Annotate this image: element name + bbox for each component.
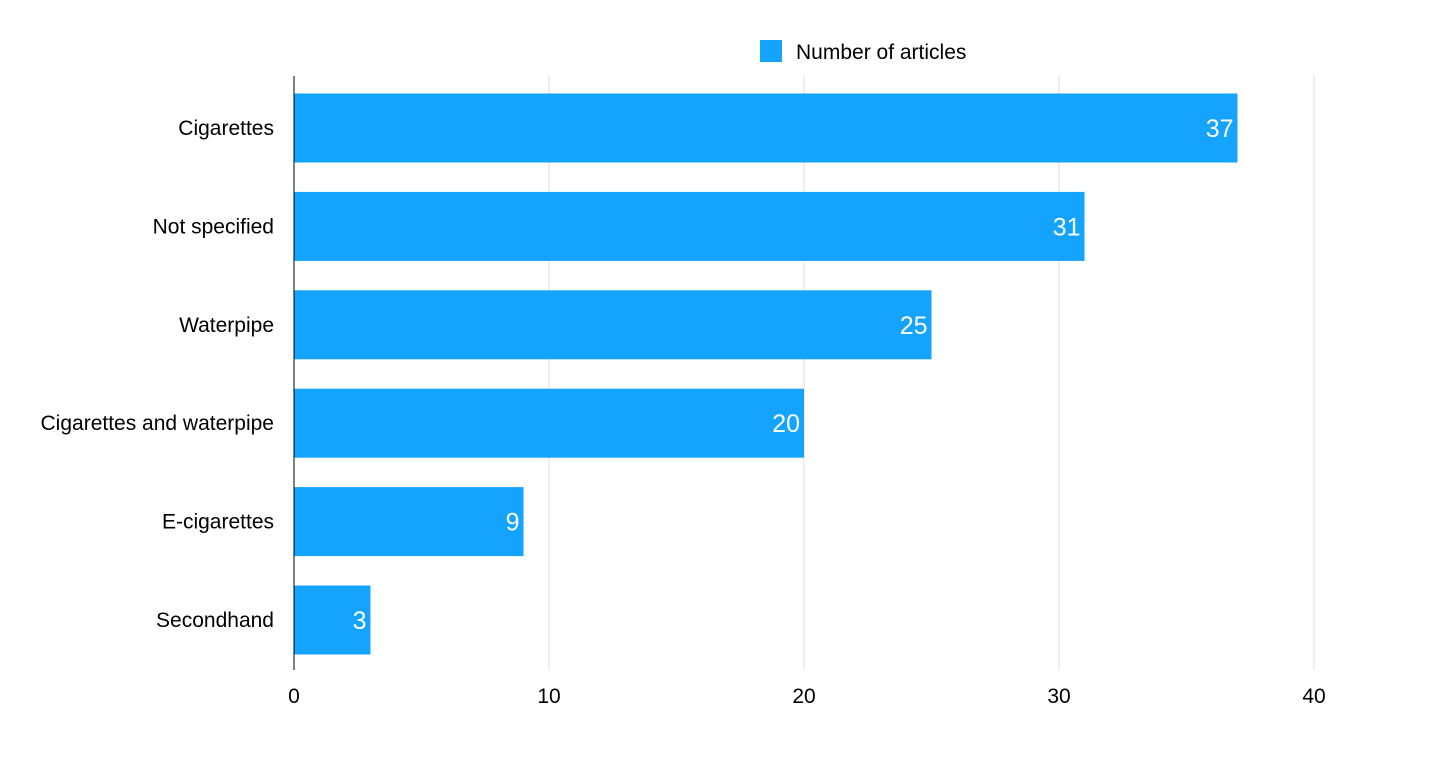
bar-value-label: 9 bbox=[506, 509, 520, 537]
x-tick-label: 40 bbox=[1302, 685, 1325, 708]
legend-label: Number of articles bbox=[796, 41, 966, 64]
bar bbox=[294, 487, 524, 557]
bar-value-labels: 37 31 25 20 9 3 bbox=[353, 115, 1234, 635]
bar bbox=[294, 191, 1085, 261]
category-labels: Cigarettes Not specified Waterpipe Cigarett… bbox=[41, 117, 274, 632]
x-tick-label: 30 bbox=[1047, 685, 1070, 708]
category-label: Cigarettes and waterpipe bbox=[41, 412, 274, 435]
x-tick-label: 10 bbox=[537, 685, 560, 708]
x-tick-labels: 0 10 20 30 40 bbox=[288, 685, 1326, 708]
bar bbox=[294, 290, 932, 360]
bar-value-label: 20 bbox=[772, 410, 800, 438]
gridlines bbox=[548, 76, 1315, 670]
bar-value-label: 31 bbox=[1053, 213, 1081, 241]
bar-value-label: 3 bbox=[353, 607, 367, 635]
bar bbox=[294, 585, 371, 655]
category-label: Waterpipe bbox=[179, 314, 274, 337]
legend: Number of articles bbox=[760, 40, 966, 64]
x-tick-label: 0 bbox=[288, 685, 300, 708]
category-label: Not specified bbox=[153, 215, 274, 238]
category-label: Secondhand bbox=[156, 609, 274, 632]
bar-value-label: 25 bbox=[900, 312, 928, 340]
bar bbox=[294, 93, 1238, 163]
category-label: E-cigarettes bbox=[162, 511, 274, 534]
bars bbox=[294, 93, 1238, 655]
bar bbox=[294, 388, 804, 458]
category-label: Cigarettes bbox=[178, 117, 274, 140]
legend-swatch bbox=[760, 40, 782, 62]
bar-value-label: 37 bbox=[1206, 115, 1234, 143]
x-tick-label: 20 bbox=[792, 685, 815, 708]
